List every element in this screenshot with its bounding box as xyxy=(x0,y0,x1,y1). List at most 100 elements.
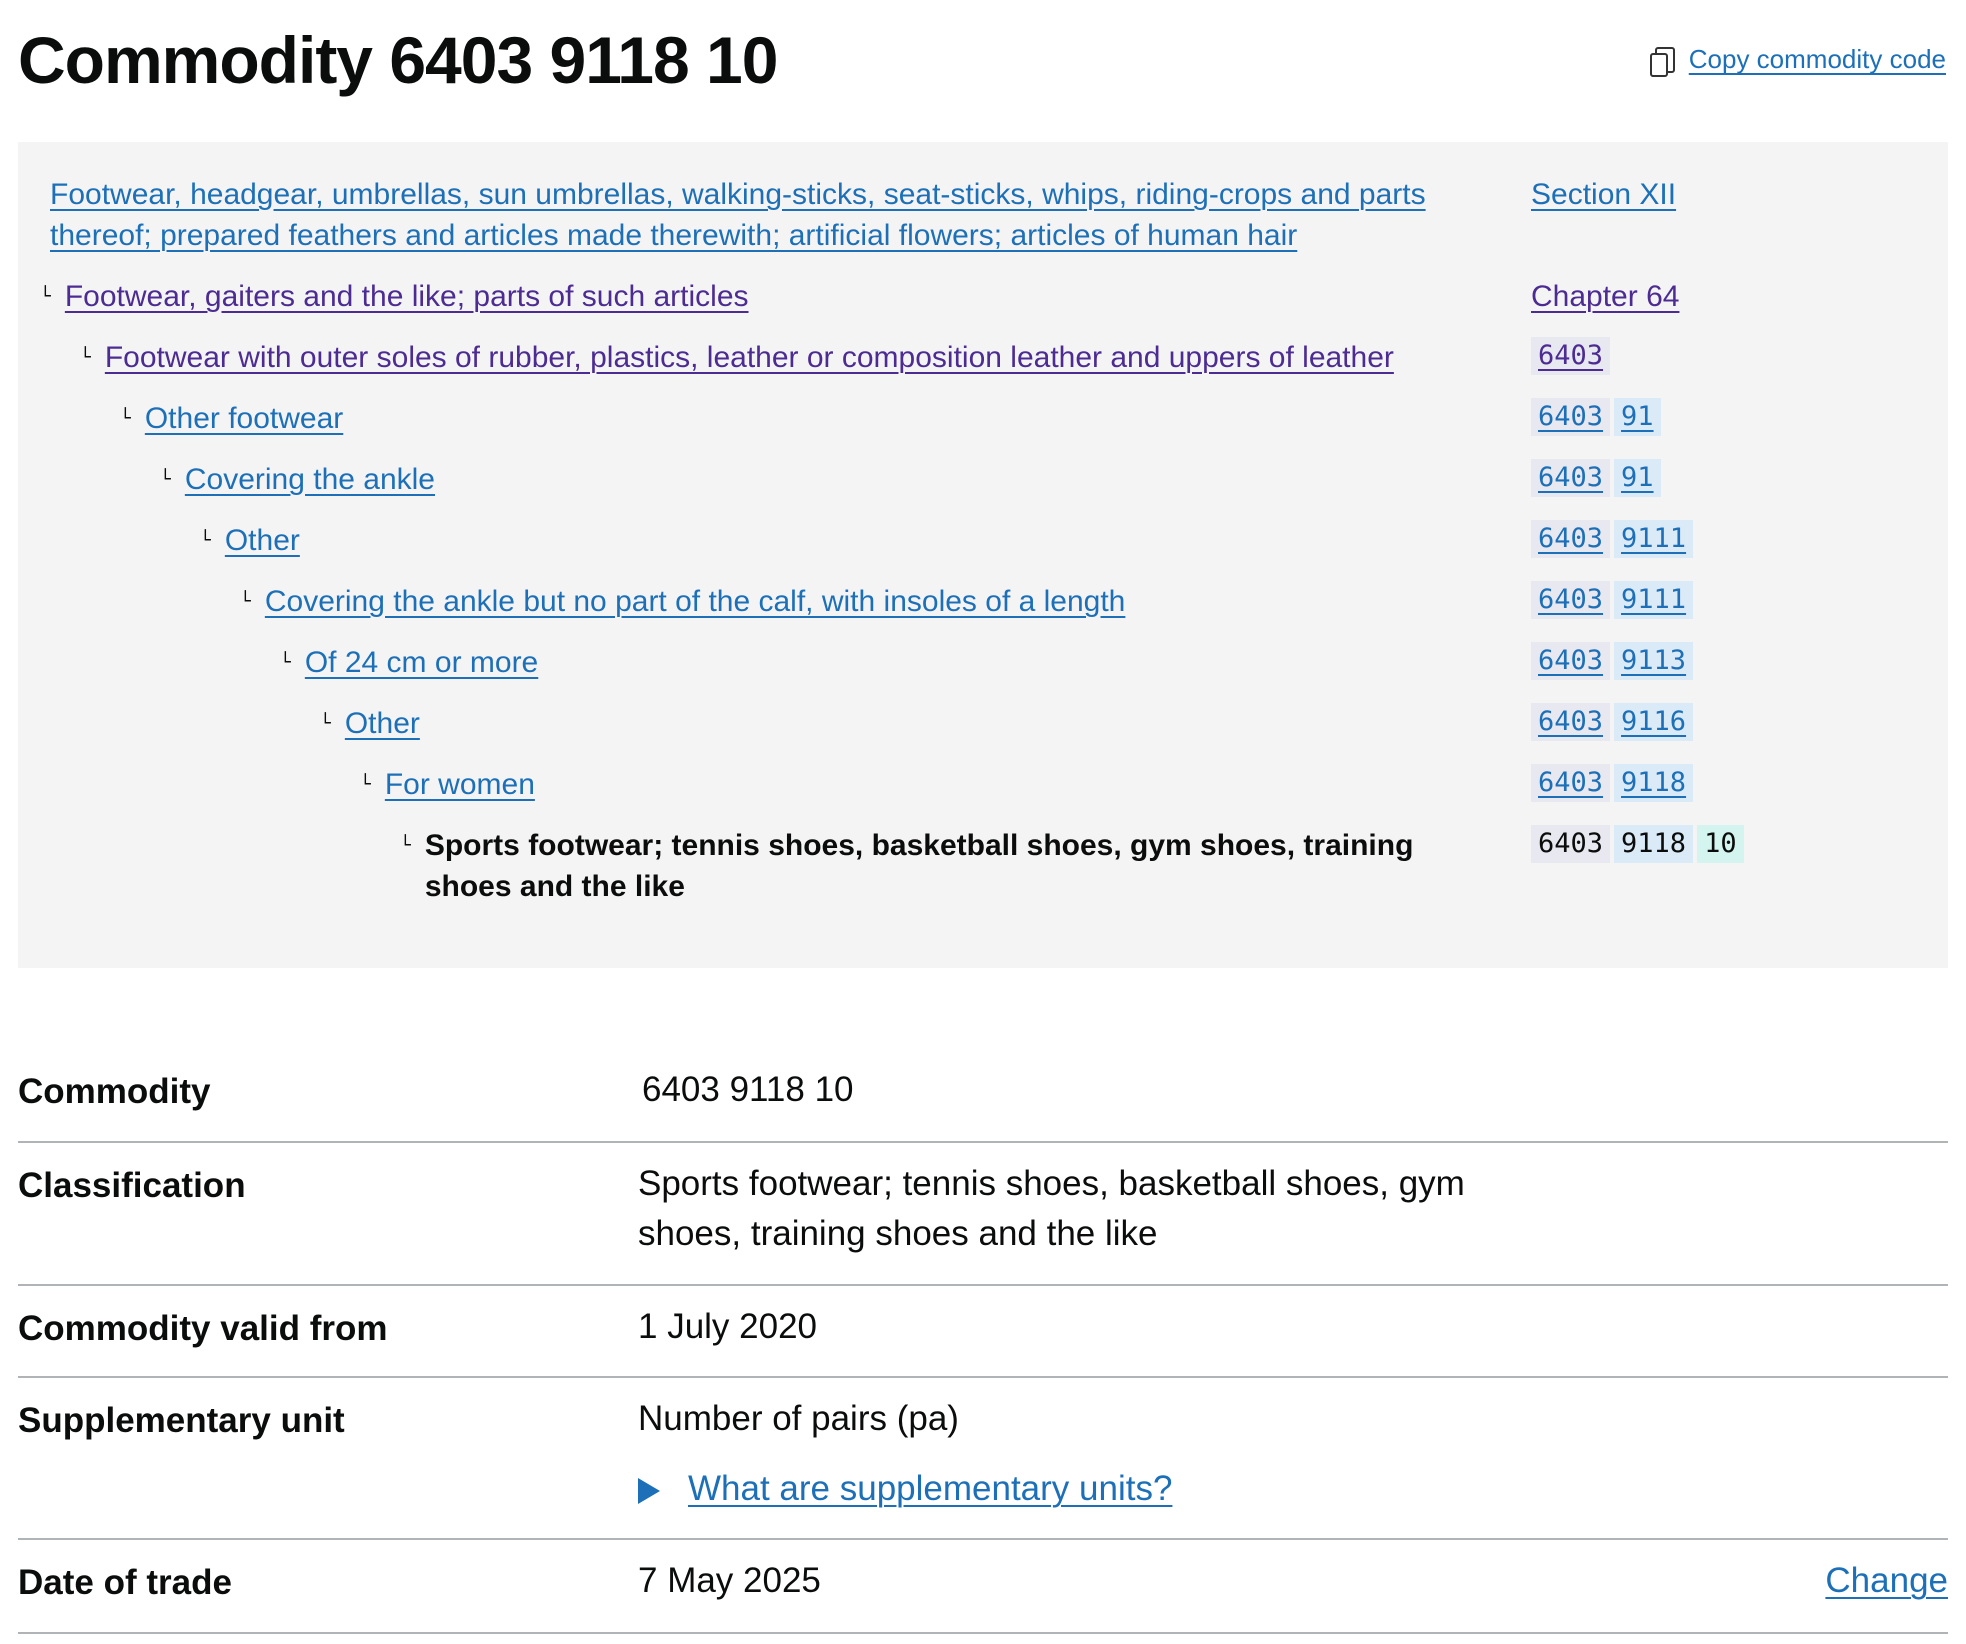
code-segment-text[interactable]: 9118 xyxy=(1621,767,1687,798)
code-segment-text[interactable]: 9116 xyxy=(1621,706,1687,737)
code-segment-text[interactable]: 91 xyxy=(1621,462,1654,493)
divider xyxy=(18,1141,1948,1143)
tree-link[interactable]: For women xyxy=(384,768,535,801)
classification-value: Sports footwear; tennis shoes, basketbal… xyxy=(638,1164,1465,1253)
commodity-code-segments: 6403 91 xyxy=(1531,459,1661,497)
tree-branch-icon: └ xyxy=(120,408,131,429)
copy-icon xyxy=(1649,46,1675,77)
commodity-code-segments: 6403 9118 10 xyxy=(1531,825,1744,863)
tree-branch-icon: └ xyxy=(400,835,411,856)
commodity-code-segments: 6403 9118 xyxy=(1531,764,1694,802)
code-segment-text[interactable]: 9111 xyxy=(1621,584,1687,615)
commodity-code-segments: 6403 91 xyxy=(1531,398,1661,436)
supplementary-unit-key: Supplementary unit xyxy=(18,1401,345,1440)
change-date-link[interactable]: Change xyxy=(1825,1561,1948,1600)
code-segment-text: 9118 xyxy=(1621,828,1687,859)
tree-branch-icon: └ xyxy=(160,469,171,490)
tree-description: └ Covering the ankle xyxy=(160,459,1478,500)
tree-branch-icon: └ xyxy=(280,652,291,673)
code-segment: 6403 xyxy=(1531,825,1611,863)
code-segment-text[interactable]: 6403 xyxy=(1538,767,1604,798)
date-of-trade-key: Date of trade xyxy=(18,1563,232,1602)
commodity-value: 6403 9118 10 xyxy=(642,1070,854,1109)
code-segment: 9118 xyxy=(1614,825,1694,863)
code-segment: 6403 xyxy=(1531,642,1611,680)
tree-description: └ Other xyxy=(200,520,1478,561)
tree-link[interactable]: Other footwear xyxy=(144,402,344,435)
code-segment-text[interactable]: 6403 xyxy=(1538,462,1604,493)
supplementary-unit-value: Number of pairs (pa) xyxy=(638,1399,959,1438)
tree-branch-icon: └ xyxy=(240,591,251,612)
tree-description: └ Other xyxy=(320,703,1478,744)
code-segment: 6403 xyxy=(1531,459,1611,497)
code-segment-text[interactable]: 91 xyxy=(1621,401,1654,432)
tree-branch-icon: └ xyxy=(40,286,51,307)
tree-branch-icon: └ xyxy=(360,774,371,795)
page-title: Commodity 6403 9118 10 xyxy=(18,23,778,97)
commodity-code-segments: Section XII xyxy=(1531,174,1676,215)
tree-description: └ Of 24 cm or more xyxy=(280,642,1478,683)
code-segment-text[interactable]: 6403 xyxy=(1538,584,1604,615)
tree-description: └ Covering the ankle but no part of the c… xyxy=(240,581,1478,622)
tree-link[interactable]: Covering the ankle but no part of the ca… xyxy=(264,585,1126,618)
tree-description: └ Sports footwear; tennis shoes, basketba… xyxy=(400,825,1438,907)
supplementary-units-help-link[interactable]: What are supplementary units? xyxy=(688,1469,1173,1508)
tree-link[interactable]: Of 24 cm or more xyxy=(304,646,539,679)
tree-link[interactable]: Other xyxy=(344,707,420,740)
tree-ref-link[interactable]: Chapter 64 xyxy=(1531,280,1680,313)
tree-link[interactable]: Footwear, headgear, umbrellas, sun umbre… xyxy=(50,178,1426,252)
code-segment: 91 xyxy=(1614,459,1661,497)
commodity-tree: Footwear, headgear, umbrellas, sun umbre… xyxy=(18,142,1948,968)
code-segment-text[interactable]: 6403 xyxy=(1538,340,1604,371)
code-segment: 91 xyxy=(1614,398,1661,436)
code-segment: 10 xyxy=(1697,825,1744,863)
valid-from-value: 1 July 2020 xyxy=(638,1307,818,1346)
tree-description: └ Footwear with outer soles of rubber, pl… xyxy=(80,337,1478,378)
tree-branch-icon: └ xyxy=(200,530,211,551)
tree-link[interactable]: Other xyxy=(224,524,300,557)
code-segment-text[interactable]: 9113 xyxy=(1621,645,1687,676)
code-segment: 6403 xyxy=(1531,398,1611,436)
classification-key: Classification xyxy=(18,1166,246,1205)
code-segment-text[interactable]: 6403 xyxy=(1538,401,1604,432)
code-segment-text[interactable]: 6403 xyxy=(1538,706,1604,737)
divider xyxy=(18,1284,1948,1286)
tree-branch-icon: └ xyxy=(80,347,91,368)
code-segment-text: 6403 xyxy=(1538,828,1604,859)
code-segment-text: 10 xyxy=(1704,828,1737,859)
code-segment: 9116 xyxy=(1614,703,1694,741)
code-segment-text[interactable]: 6403 xyxy=(1538,523,1604,554)
code-segment: 6403 xyxy=(1531,764,1611,802)
tree-link[interactable]: Footwear, gaiters and the like; parts of… xyxy=(64,280,749,313)
tree-description: Footwear, headgear, umbrellas, sun umbre… xyxy=(50,174,1490,256)
commodity-code-segments: 6403 9113 xyxy=(1531,642,1694,680)
divider xyxy=(18,1376,1948,1378)
code-segment: 9118 xyxy=(1614,764,1694,802)
tree-branch-icon: └ xyxy=(320,713,331,734)
date-of-trade-value: 7 May 2025 xyxy=(638,1561,821,1600)
tree-link[interactable]: Covering the ankle xyxy=(184,463,435,496)
triangle-right-icon xyxy=(638,1477,660,1504)
divider xyxy=(18,1632,1948,1634)
commodity-code-segments: Chapter 64 xyxy=(1531,276,1679,317)
valid-from-key: Commodity valid from xyxy=(18,1309,388,1348)
code-segment-text[interactable]: 6403 xyxy=(1538,645,1604,676)
copy-commodity-code[interactable]: Copy commodity code xyxy=(1649,44,1946,77)
commodity-code-segments: 6403 9116 xyxy=(1531,703,1694,741)
code-segment: 6403 xyxy=(1531,337,1611,375)
tree-link: Sports footwear; tennis shoes, basketbal… xyxy=(424,829,1414,903)
supplementary-units-details[interactable]: What are supplementary units? xyxy=(638,1464,1172,1514)
tree-description: └ For women xyxy=(360,764,1478,805)
tree-ref-link[interactable]: Section XII xyxy=(1531,178,1677,211)
copy-commodity-code-link[interactable]: Copy commodity code xyxy=(1688,44,1946,74)
code-segment: 6403 xyxy=(1531,581,1611,619)
code-segment: 9111 xyxy=(1614,581,1694,619)
tree-link[interactable]: Footwear with outer soles of rubber, pla… xyxy=(104,341,1394,374)
code-segment: 9113 xyxy=(1614,642,1694,680)
code-segment: 9111 xyxy=(1614,520,1694,558)
code-segment: 6403 xyxy=(1531,703,1611,741)
commodity-code-segments: 6403 9111 xyxy=(1531,581,1694,619)
tree-description: └ Footwear, gaiters and the like; parts o… xyxy=(40,276,1478,317)
code-segment: 6403 xyxy=(1531,520,1611,558)
code-segment-text[interactable]: 9111 xyxy=(1621,523,1687,554)
